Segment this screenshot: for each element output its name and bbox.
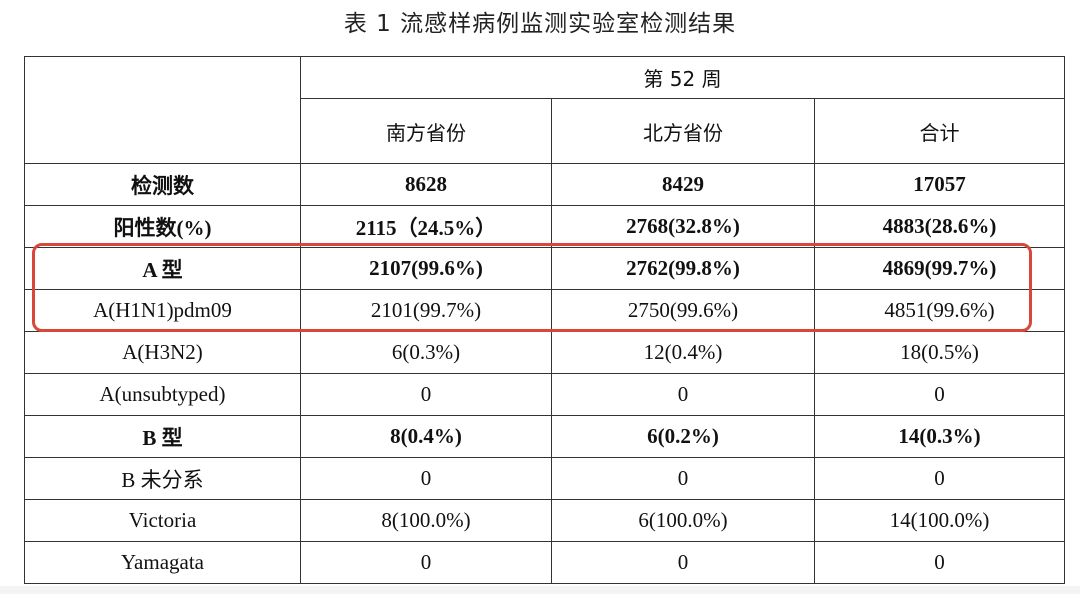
cell-value: 4883(28.6%) xyxy=(814,205,1065,248)
cell-value: 8429 xyxy=(551,163,815,206)
cell-value: 0 xyxy=(551,373,815,416)
row-label: A(H3N2) xyxy=(24,331,301,374)
cell-value: 12(0.4%) xyxy=(551,331,815,374)
cell-value: 4869(99.7%) xyxy=(814,247,1065,290)
row-label: B 未分系 xyxy=(24,457,301,500)
cell-value: 0 xyxy=(814,457,1065,500)
cell-value: 2107(99.6%) xyxy=(300,247,552,290)
table-row: B 型 8(0.4%) 6(0.2%) 14(0.3%) xyxy=(24,415,1065,458)
row-label: A(unsubtyped) xyxy=(24,373,301,416)
table-row: Victoria 8(100.0%) 6(100.0%) 14(100.0%) xyxy=(24,499,1065,542)
table-row: 检测数 8628 8429 17057 xyxy=(24,163,1065,206)
cell-value: 8(100.0%) xyxy=(300,499,552,542)
cell-value: 2762(99.8%) xyxy=(551,247,815,290)
table-row: A 型 2107(99.6%) 2762(99.8%) 4869(99.7%) xyxy=(24,247,1065,290)
cell-value: 0 xyxy=(814,541,1065,584)
cell-value: 14(0.3%) xyxy=(814,415,1065,458)
cell-value: 8(0.4%) xyxy=(300,415,552,458)
column-header-total: 合计 xyxy=(814,98,1065,164)
bottom-strip xyxy=(0,586,1080,594)
row-label: 阳性数(%) xyxy=(24,205,301,248)
table-row: Yamagata 0 0 0 xyxy=(24,541,1065,584)
week-header: 第 52 周 xyxy=(300,56,1065,99)
table-title: 表 1 流感样病例监测实验室检测结果 xyxy=(343,11,737,37)
cell-value: 0 xyxy=(551,541,815,584)
cell-value: 6(0.3%) xyxy=(300,331,552,374)
cell-value: 6(0.2%) xyxy=(551,415,815,458)
cell-value: 0 xyxy=(551,457,815,500)
table-row: 阳性数(%) 2115（24.5%） 2768(32.8%) 4883(28.6%) xyxy=(24,205,1065,248)
corner-cell xyxy=(24,56,301,164)
cell-value: 8628 xyxy=(300,163,552,206)
row-label: 检测数 xyxy=(24,163,301,206)
row-label: A 型 xyxy=(24,247,301,290)
table-row: A(H1N1)pdm09 2101(99.7%) 2750(99.6%) 4851(9… xyxy=(24,289,1065,332)
column-header-north: 北方省份 xyxy=(551,98,815,164)
row-label: Yamagata xyxy=(24,541,301,584)
cell-value: 17057 xyxy=(814,163,1065,206)
row-label: A(H1N1)pdm09 xyxy=(24,289,301,332)
column-header-south: 南方省份 xyxy=(300,98,552,164)
cell-value: 2115（24.5%） xyxy=(300,205,552,248)
cell-value: 4851(99.6%) xyxy=(814,289,1065,332)
cell-value: 2750(99.6%) xyxy=(551,289,815,332)
cell-value: 0 xyxy=(300,541,552,584)
cell-value: 14(100.0%) xyxy=(814,499,1065,542)
table-row: A(H3N2) 6(0.3%) 12(0.4%) 18(0.5%) xyxy=(24,331,1065,374)
cell-value: 18(0.5%) xyxy=(814,331,1065,374)
cell-value: 0 xyxy=(814,373,1065,416)
cell-value: 2101(99.7%) xyxy=(300,289,552,332)
cell-value: 0 xyxy=(300,373,552,416)
table-row: B 未分系 0 0 0 xyxy=(24,457,1065,500)
cell-value: 2768(32.8%) xyxy=(551,205,815,248)
table-row: A(unsubtyped) 0 0 0 xyxy=(24,373,1065,416)
row-label: Victoria xyxy=(24,499,301,542)
cell-value: 6(100.0%) xyxy=(551,499,815,542)
cell-value: 0 xyxy=(300,457,552,500)
row-label: B 型 xyxy=(24,415,301,458)
lab-results-table: 第 52 周 南方省份 北方省份 合计 检测数 8628 8429 17057 阳性数(… xyxy=(24,56,1065,584)
